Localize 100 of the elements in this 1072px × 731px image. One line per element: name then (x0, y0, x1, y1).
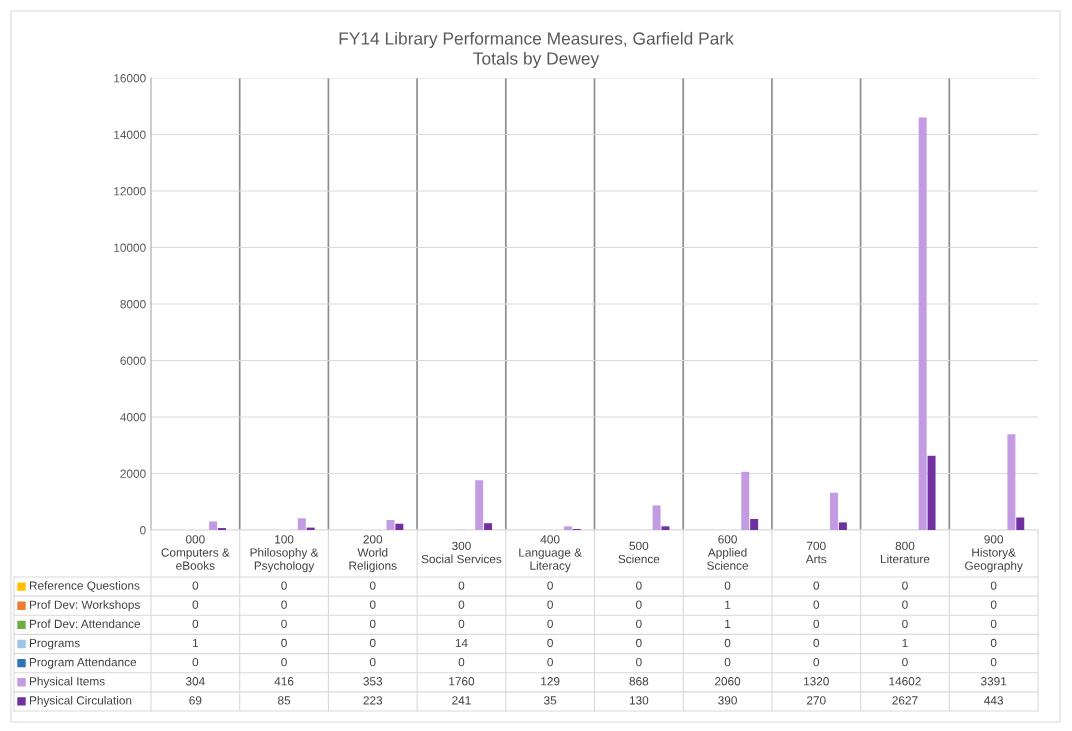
data-label: 69 (189, 696, 202, 705)
x-tick-label: 000 Computers & eBooks (161, 535, 230, 570)
bar (918, 117, 927, 530)
data-label: 2627 (892, 696, 918, 705)
data-label: 129 (541, 677, 560, 686)
data-label: 130 (629, 696, 649, 705)
bar (830, 492, 838, 530)
y-tick-label: 16000 (114, 74, 146, 83)
data-label: 1 (725, 619, 731, 628)
data-label: 0 (547, 657, 553, 667)
bar (661, 526, 670, 530)
data-label: 0 (636, 600, 642, 609)
bar (927, 455, 936, 530)
chart-title: FY14 Library Performance Measures, Garfield Park (339, 31, 734, 49)
data-label: 1 (192, 638, 199, 648)
data-label: 0 (547, 581, 553, 590)
x-tick-label: 700 Arts (805, 541, 827, 564)
bar (484, 523, 493, 530)
data-label: 0 (281, 600, 287, 609)
data-label: 1760 (449, 677, 475, 686)
y-tick-label: 10000 (114, 243, 146, 252)
data-label: 0 (547, 600, 553, 609)
data-label: 0 (990, 638, 997, 648)
data-label: 0 (902, 600, 908, 609)
data-label: 0 (813, 600, 820, 609)
chart-subtitle: Totals by Dewey (473, 51, 600, 69)
data-label: 0 (458, 657, 465, 667)
data-label: 1 (902, 638, 908, 648)
data-label: 0 (636, 581, 642, 590)
data-label: 416 (274, 677, 294, 686)
data-label: 0 (192, 600, 199, 609)
data-label: 0 (547, 638, 553, 648)
data-label: 14 (455, 638, 468, 648)
legend-label: Prof Dev: Workshops (29, 600, 140, 612)
bar (395, 523, 404, 530)
data-label: 2060 (715, 677, 741, 686)
y-tick-label: 14000 (114, 130, 146, 139)
data-label: 0 (281, 638, 287, 648)
data-label: 0 (281, 657, 287, 667)
data-label: 0 (990, 657, 997, 667)
y-tick-label: 2000 (120, 469, 146, 478)
data-label: 0 (192, 619, 199, 629)
data-label: 0 (724, 581, 731, 590)
bar (652, 505, 661, 530)
data-label: 1320 (804, 677, 829, 686)
data-label: 85 (278, 696, 291, 705)
bar (475, 480, 484, 530)
data-label: 0 (458, 581, 465, 590)
data-label: 0 (636, 657, 642, 667)
legend-label: Prof Dev: Attendance (29, 619, 141, 629)
data-label: 0 (369, 638, 376, 648)
data-label: 0 (458, 619, 465, 629)
y-tick-label: 4000 (120, 413, 146, 422)
data-label: 35 (544, 696, 557, 705)
bar (1007, 434, 1016, 530)
x-tick-label: 500 Science (618, 541, 660, 564)
data-label: 0 (990, 619, 997, 629)
data-label: 443 (984, 696, 1003, 705)
data-label: 0 (458, 600, 465, 609)
data-label: 270 (807, 696, 826, 705)
data-label: 0 (369, 619, 376, 629)
data-label: 0 (813, 619, 820, 629)
legend-label: Program Attendance (29, 657, 137, 669)
bar (750, 518, 759, 530)
legend-label: Physical Circulation (29, 695, 132, 707)
bar (563, 526, 572, 530)
data-label: 3391 (980, 677, 1007, 686)
data-label: 353 (363, 677, 383, 686)
y-tick-label: 0 (140, 526, 146, 535)
legend-label: Physical Items (29, 676, 105, 688)
data-label: 0 (636, 619, 642, 629)
data-label: 0 (369, 581, 376, 590)
data-label: 0 (813, 638, 820, 648)
data-label: 0 (990, 581, 997, 590)
data-label: 1 (725, 600, 731, 609)
data-label: 0 (547, 619, 553, 629)
data-label: 390 (718, 696, 737, 705)
data-label: 0 (192, 657, 199, 667)
data-label: 0 (369, 600, 376, 609)
x-tick-label: 600 Applied Science (707, 535, 749, 570)
data-label: 0 (369, 657, 376, 667)
data-label: 0 (902, 581, 908, 590)
y-tick-label: 12000 (114, 187, 146, 196)
bar (1016, 517, 1025, 530)
bar (386, 520, 395, 530)
data-label: 0 (636, 638, 642, 648)
data-label: 0 (724, 638, 731, 648)
bar (838, 522, 847, 530)
data-label: 0 (724, 657, 731, 667)
data-label: 241 (452, 696, 471, 705)
x-tick-label: 100 Philosophy & Psychology (250, 535, 319, 573)
x-tick-label: 900 History& Geography (965, 535, 1023, 573)
data-label: 0 (990, 600, 997, 609)
data-label: 14602 (889, 677, 921, 686)
y-tick-label: 8000 (120, 300, 146, 309)
y-tick-label: 6000 (120, 356, 146, 365)
x-tick-label: 300 Social Services (421, 541, 502, 564)
x-tick-label: 400 Language & Literacy (519, 535, 582, 573)
data-label: 0 (281, 581, 287, 590)
legend-label: Reference Questions (29, 581, 140, 592)
